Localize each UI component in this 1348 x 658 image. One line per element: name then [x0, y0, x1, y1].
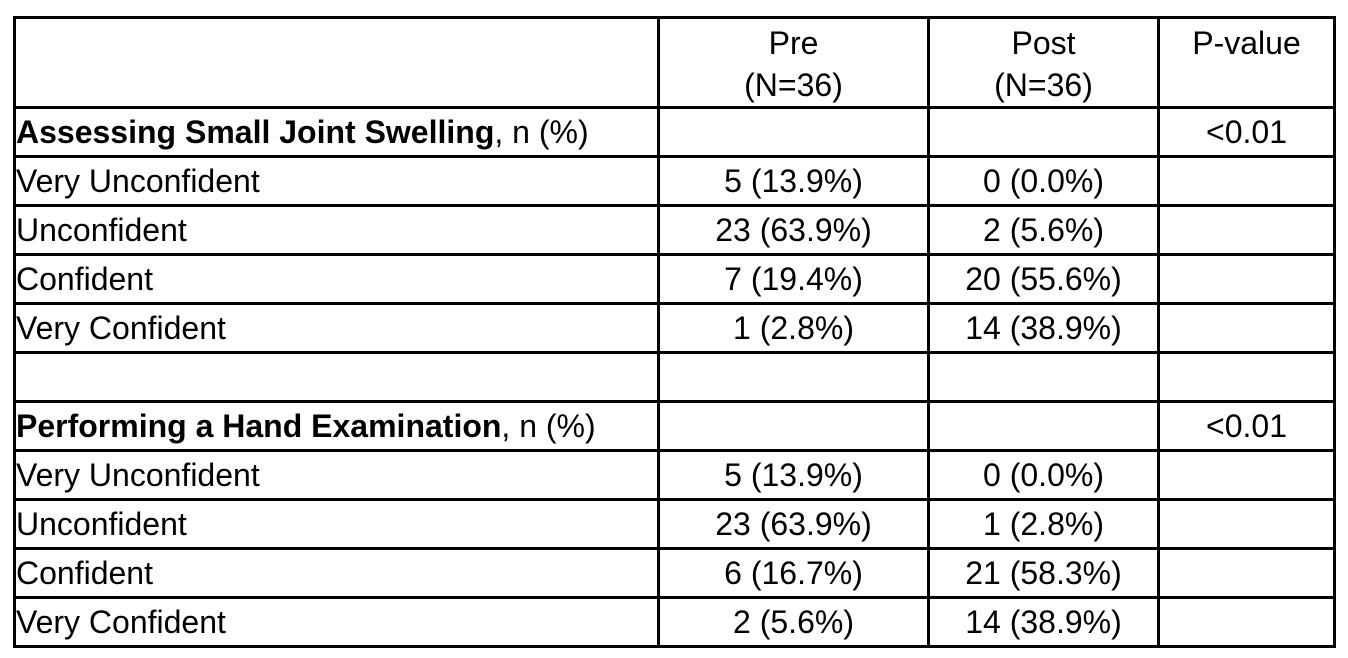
row-label-cell: Unconfident [13, 498, 660, 550]
pre-value-cell: 1 (2.8%) [657, 302, 930, 354]
pvalue-cell [1157, 449, 1336, 501]
pvalue-cell [1157, 204, 1336, 256]
pre-value-cell: 5 (13.9%) [657, 155, 930, 207]
pre-value-cell: 5 (13.9%) [657, 449, 930, 501]
table-row-unconfident: Unconfident 23 (63.9%) 2 (5.6%) [13, 204, 1336, 256]
header-post-cell: Post (N=36) [927, 16, 1160, 109]
header-pvalue-label: P-value [1192, 25, 1301, 61]
header-pre-cell: Pre (N=36) [657, 16, 930, 109]
post-value-cell: 0 (0.0%) [927, 449, 1160, 501]
pre-value-cell: 23 (63.9%) [657, 498, 930, 550]
empty-cell [13, 351, 660, 403]
empty-cell [927, 351, 1160, 403]
table-row-confident: Confident 6 (16.7%) 21 (58.3%) [13, 547, 1336, 599]
post-value-cell [927, 400, 1160, 452]
empty-cell [1157, 351, 1336, 403]
pre-post-confidence-table: Pre (N=36) Post (N=36) P-value Assessing… [13, 16, 1336, 648]
post-value-cell: 2 (5.6%) [927, 204, 1160, 256]
row-label-cell: Unconfident [13, 204, 660, 256]
post-value-cell: 20 (55.6%) [927, 253, 1160, 305]
section-row-assessing-small-joint-swelling: Assessing Small Joint Swelling, n (%) <0… [13, 106, 1336, 158]
post-value-cell: 21 (58.3%) [927, 547, 1160, 599]
row-label-cell: Confident [13, 253, 660, 305]
pre-value-cell: 7 (19.4%) [657, 253, 930, 305]
section-title-suffix: , n (%) [494, 113, 589, 150]
spacer-row [13, 351, 1336, 403]
table-row-confident: Confident 7 (19.4%) 20 (55.6%) [13, 253, 1336, 305]
section-title-bold: Performing a Hand Examination [16, 407, 502, 444]
pre-value-cell: 6 (16.7%) [657, 547, 930, 599]
pvalue-cell [1157, 253, 1336, 305]
post-value-cell: 14 (38.9%) [927, 302, 1160, 354]
pvalue-cell [1157, 302, 1336, 354]
table-row-very-unconfident: Very Unconfident 5 (13.9%) 0 (0.0%) [13, 449, 1336, 501]
pvalue-cell [1157, 547, 1336, 599]
empty-cell [657, 351, 930, 403]
pvalue-cell [1157, 596, 1336, 648]
section-title-cell: Performing a Hand Examination, n (%) [13, 400, 660, 452]
header-pre-line1: Pre [768, 25, 819, 61]
row-label-cell: Very Unconfident [13, 155, 660, 207]
pvalue-cell: <0.01 [1157, 106, 1336, 158]
header-pvalue-cell: P-value [1157, 16, 1336, 109]
table-row-very-confident: Very Confident 2 (5.6%) 14 (38.9%) [13, 596, 1336, 648]
pre-value-cell [657, 400, 930, 452]
post-value-cell: 0 (0.0%) [927, 155, 1160, 207]
section-row-performing-a-hand-examination: Performing a Hand Examination, n (%) <0.… [13, 400, 1336, 452]
post-value-cell: 1 (2.8%) [927, 498, 1160, 550]
header-row: Pre (N=36) Post (N=36) P-value [13, 16, 1336, 109]
row-label-cell: Very Confident [13, 596, 660, 648]
pvalue-cell [1157, 498, 1336, 550]
header-pre-line2: (N=36) [744, 67, 843, 103]
table-row-unconfident: Unconfident 23 (63.9%) 1 (2.8%) [13, 498, 1336, 550]
header-post-line1: Post [1011, 25, 1076, 61]
section-title-bold: Assessing Small Joint Swelling [16, 113, 495, 150]
post-value-cell [927, 106, 1160, 158]
section-title-cell: Assessing Small Joint Swelling, n (%) [13, 106, 660, 158]
header-post-line2: (N=36) [994, 67, 1093, 103]
table-row-very-confident: Very Confident 1 (2.8%) 14 (38.9%) [13, 302, 1336, 354]
post-value-cell: 14 (38.9%) [927, 596, 1160, 648]
pre-value-cell [657, 106, 930, 158]
pvalue-cell [1157, 155, 1336, 207]
table-row-very-unconfident: Very Unconfident 5 (13.9%) 0 (0.0%) [13, 155, 1336, 207]
row-label-cell: Confident [13, 547, 660, 599]
section-title-suffix: , n (%) [501, 407, 596, 444]
pre-value-cell: 23 (63.9%) [657, 204, 930, 256]
row-label-cell: Very Confident [13, 302, 660, 354]
row-label-cell: Very Unconfident [13, 449, 660, 501]
pvalue-cell: <0.01 [1157, 400, 1336, 452]
pre-value-cell: 2 (5.6%) [657, 596, 930, 648]
header-empty-cell [13, 16, 660, 109]
